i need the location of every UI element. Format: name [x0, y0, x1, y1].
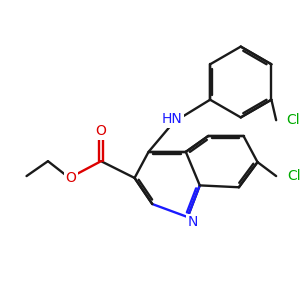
Text: N: N: [188, 215, 198, 229]
Text: HN: HN: [162, 112, 183, 126]
Text: Cl: Cl: [286, 113, 300, 127]
Text: O: O: [96, 124, 106, 138]
Text: Cl: Cl: [287, 169, 300, 183]
Text: O: O: [65, 171, 76, 185]
